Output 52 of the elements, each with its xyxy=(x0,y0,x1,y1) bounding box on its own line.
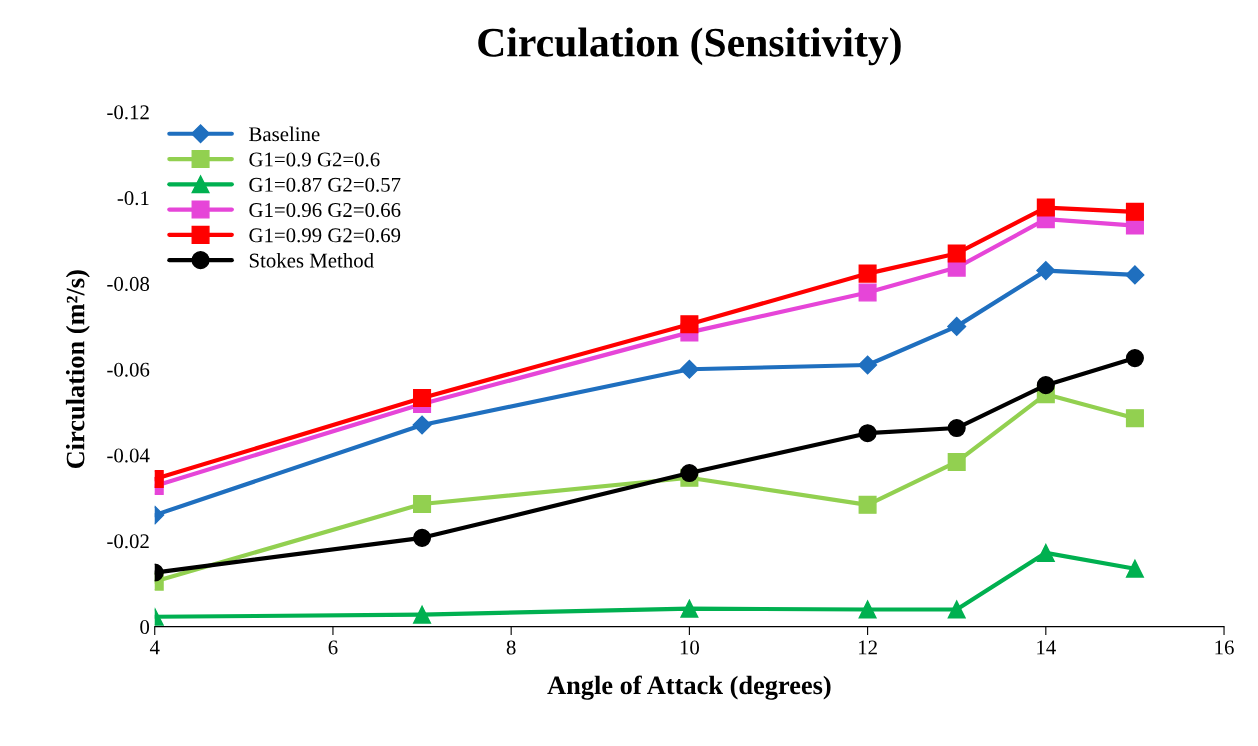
point xyxy=(412,415,432,435)
point xyxy=(413,528,432,547)
legend-label: G1=0.96 G2=0.66 xyxy=(249,203,401,218)
y-tick-label: -0.04 xyxy=(107,448,150,463)
point xyxy=(1036,198,1055,217)
point xyxy=(858,264,877,283)
point xyxy=(1125,409,1144,428)
point xyxy=(1125,202,1144,221)
point xyxy=(947,600,966,619)
point xyxy=(858,495,877,514)
y-tick-label: -0.06 xyxy=(107,362,150,377)
point xyxy=(858,424,877,443)
point xyxy=(679,359,699,379)
point xyxy=(947,419,966,438)
point xyxy=(680,599,699,618)
point xyxy=(858,283,877,302)
point xyxy=(947,244,966,263)
point xyxy=(1125,349,1144,368)
point xyxy=(1036,261,1056,281)
point xyxy=(1036,543,1055,562)
x-tick-label: 8 xyxy=(506,640,516,655)
y-tick-label: -0.1 xyxy=(117,191,149,206)
point xyxy=(413,494,432,513)
legend-label: Baseline xyxy=(249,126,320,142)
y-tick-label: -0.02 xyxy=(107,534,149,549)
legend-label: G1=0.9 G2=0.6 xyxy=(249,152,380,167)
point xyxy=(680,315,699,334)
point xyxy=(947,316,967,336)
point xyxy=(1036,376,1055,395)
x-tick-label: 14 xyxy=(1037,640,1056,655)
y-axis-title: Circulation (m²/s) xyxy=(65,270,90,469)
y-tick-label: -0.08 xyxy=(107,276,150,291)
y-tick-label: -0.12 xyxy=(107,105,149,120)
x-tick-label: 6 xyxy=(328,640,338,655)
legend-label: G1=0.99 G2=0.69 xyxy=(249,228,401,243)
legend-label: Stokes Method xyxy=(249,252,374,268)
point xyxy=(1125,265,1145,285)
point xyxy=(1125,559,1144,578)
y-tick-label: 0 xyxy=(140,620,150,635)
chart-title: Circulation (Sensitivity) xyxy=(478,27,901,66)
x-tick-label: 16 xyxy=(1215,640,1234,655)
x-tick-label: 12 xyxy=(859,640,877,655)
point xyxy=(680,464,699,483)
legend-label: G1=0.87 G2=0.57 xyxy=(249,177,401,192)
point xyxy=(413,605,432,624)
point xyxy=(858,355,878,375)
point xyxy=(947,452,966,471)
x-tick-label: 10 xyxy=(680,640,700,655)
point xyxy=(858,600,877,619)
x-axis-title: Angle of Attack (degrees) xyxy=(547,675,831,700)
x-tick-label: 4 xyxy=(149,640,160,655)
point xyxy=(413,388,432,408)
